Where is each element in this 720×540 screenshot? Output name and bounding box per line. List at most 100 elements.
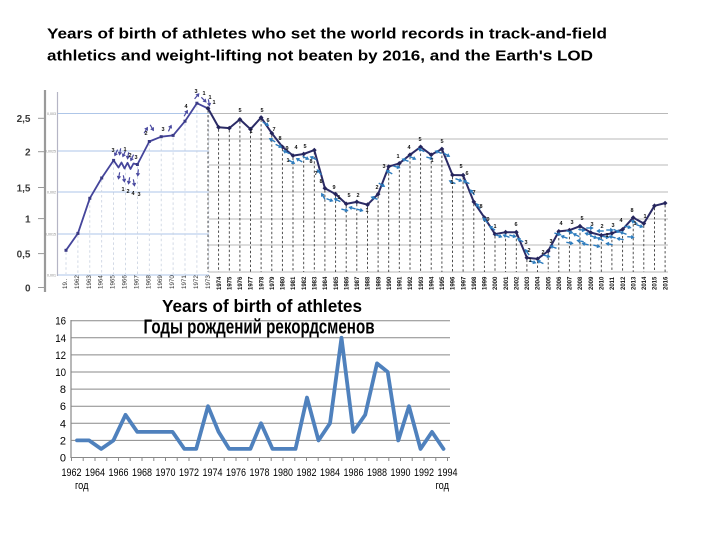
svg-text:4: 4 [619, 218, 623, 224]
svg-text:1: 1 [121, 187, 124, 193]
svg-text:1979: 1979 [270, 276, 276, 290]
svg-text:1962: 1962 [74, 275, 81, 289]
svg-text:4: 4 [407, 145, 411, 151]
svg-text:2016: 2016 [663, 276, 669, 290]
svg-text:10: 10 [55, 367, 66, 379]
svg-text:2010: 2010 [600, 276, 606, 290]
svg-text:1: 1 [430, 158, 433, 164]
svg-text:2,5: 2,5 [17, 114, 31, 125]
svg-text:1: 1 [208, 95, 211, 101]
svg-text:1962: 1962 [62, 467, 82, 479]
svg-text:2: 2 [60, 435, 66, 447]
svg-text:8: 8 [479, 204, 482, 210]
svg-text:1: 1 [605, 233, 608, 239]
svg-text:3: 3 [549, 239, 552, 245]
svg-text:19..: 19.. [62, 278, 69, 289]
svg-text:5: 5 [238, 108, 241, 114]
svg-text:2011: 2011 [610, 276, 616, 290]
svg-text:3: 3 [611, 223, 614, 229]
svg-text:1984: 1984 [323, 276, 329, 290]
svg-text:1963: 1963 [86, 275, 93, 289]
svg-text:2015: 2015 [653, 276, 659, 290]
svg-text:2012: 2012 [621, 276, 627, 290]
svg-text:1976: 1976 [226, 467, 246, 479]
svg-text:16: 16 [55, 316, 66, 328]
svg-text:6: 6 [465, 171, 468, 177]
svg-text:2002: 2002 [515, 276, 521, 290]
svg-text:1: 1 [450, 180, 453, 186]
svg-text:3: 3 [570, 220, 573, 226]
svg-text:1974: 1974 [203, 467, 223, 479]
svg-text:1990: 1990 [391, 467, 411, 479]
svg-text:6: 6 [266, 118, 269, 124]
svg-text:год: год [75, 480, 89, 492]
svg-text:1981: 1981 [291, 276, 297, 290]
svg-text:5: 5 [440, 139, 443, 145]
svg-text:4: 4 [184, 104, 188, 110]
svg-text:3: 3 [134, 155, 137, 161]
svg-text:2: 2 [527, 248, 530, 254]
svg-text:1: 1 [202, 91, 205, 97]
svg-text:7: 7 [472, 190, 475, 196]
svg-text:1997: 1997 [461, 276, 467, 290]
svg-text:1980: 1980 [273, 467, 293, 479]
svg-text:5: 5 [260, 108, 263, 114]
svg-text:1995: 1995 [440, 276, 446, 290]
svg-text:1971: 1971 [181, 275, 188, 289]
svg-text:2: 2 [541, 250, 544, 256]
svg-text:5: 5 [459, 164, 462, 170]
svg-text:7: 7 [272, 127, 275, 133]
svg-text:3: 3 [111, 148, 114, 154]
svg-text:2000: 2000 [493, 276, 499, 290]
svg-text:9: 9 [486, 217, 489, 223]
svg-text:6: 6 [514, 222, 517, 228]
svg-text:1: 1 [337, 195, 340, 201]
svg-text:3: 3 [590, 222, 593, 228]
svg-text:1965: 1965 [110, 275, 117, 289]
svg-text:2009: 2009 [589, 276, 595, 290]
svg-text:2: 2 [25, 148, 31, 159]
svg-text:1: 1 [212, 100, 215, 106]
svg-text:Years of birth of athletes who: Years of birth of athletes who set the w… [47, 27, 607, 43]
svg-text:4: 4 [559, 221, 563, 227]
svg-text:athletics and weight-lifting n: athletics and weight-lifting not beaten … [47, 49, 593, 65]
svg-text:1975: 1975 [228, 276, 234, 290]
svg-text:2006: 2006 [557, 276, 563, 290]
svg-text:1: 1 [365, 208, 368, 214]
svg-text:1972: 1972 [179, 467, 199, 479]
svg-text:2003: 2003 [525, 276, 531, 290]
svg-text:1964: 1964 [85, 467, 105, 479]
svg-text:1992: 1992 [408, 276, 414, 290]
svg-text:5: 5 [580, 216, 583, 222]
svg-text:8: 8 [319, 179, 322, 185]
svg-text:2: 2 [128, 153, 131, 159]
svg-text:1972: 1972 [193, 275, 200, 289]
svg-text:3: 3 [137, 192, 140, 198]
svg-text:1973: 1973 [205, 275, 212, 289]
svg-text:0,001: 0,001 [47, 273, 56, 277]
svg-text:1991: 1991 [398, 276, 404, 290]
svg-text:4: 4 [60, 418, 66, 430]
svg-text:1994: 1994 [438, 467, 458, 479]
svg-text:2: 2 [144, 131, 147, 137]
svg-text:1982: 1982 [297, 467, 317, 479]
svg-text:1986: 1986 [344, 276, 350, 290]
svg-text:1978: 1978 [250, 467, 270, 479]
svg-text:6: 6 [60, 401, 66, 413]
svg-text:год: год [436, 480, 450, 492]
svg-text:1: 1 [396, 154, 399, 160]
svg-text:2008: 2008 [578, 276, 584, 290]
svg-text:3: 3 [161, 127, 164, 133]
svg-text:1976: 1976 [238, 276, 244, 290]
svg-text:1994: 1994 [429, 276, 435, 290]
svg-text:2014: 2014 [642, 276, 648, 290]
svg-text:0,003: 0,003 [47, 112, 56, 116]
svg-text:0,0015: 0,0015 [45, 232, 56, 236]
svg-text:Годы рождений рекордсменов: Годы рождений рекордсменов [144, 317, 375, 339]
svg-text:1985: 1985 [334, 276, 340, 290]
svg-text:1983: 1983 [313, 276, 319, 290]
svg-text:1998: 1998 [472, 276, 478, 290]
svg-text:8: 8 [309, 159, 312, 165]
svg-text:1,5: 1,5 [17, 183, 31, 194]
svg-text:0: 0 [25, 283, 31, 294]
